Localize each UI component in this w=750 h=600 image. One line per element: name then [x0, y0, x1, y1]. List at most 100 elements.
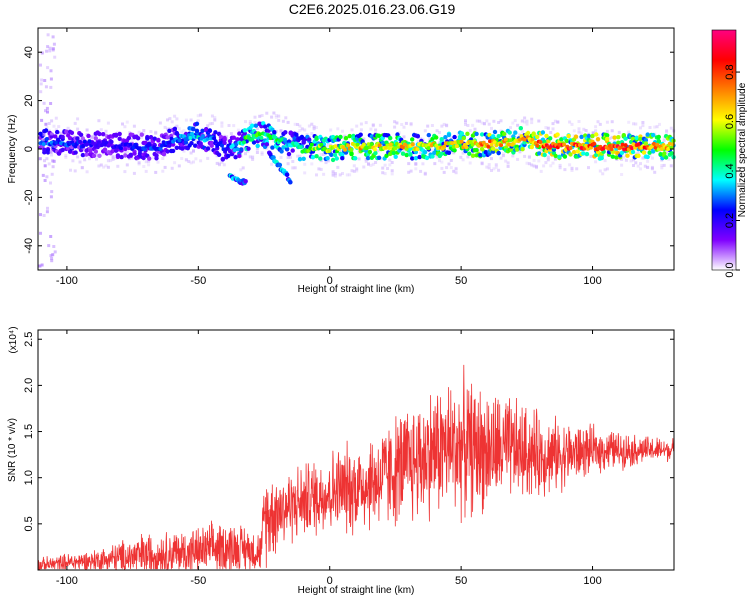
- spectrogram-cell: [206, 156, 210, 160]
- spectrogram-cell: [41, 138, 45, 142]
- snr-x-axis-label: Height of straight line (km): [298, 585, 415, 596]
- spectrogram-cell: [338, 173, 342, 177]
- spectrogram-cell: [184, 158, 188, 162]
- spectrogram-cell: [53, 134, 58, 139]
- spectrogram-cell: [496, 134, 501, 139]
- spectrogram-cell: [312, 145, 316, 149]
- spectrogram-ridge-cell: [499, 143, 504, 148]
- spectrogram-cell: [624, 158, 628, 162]
- spectrogram-ridge-cell: [346, 143, 351, 148]
- spectrogram-cell: [496, 150, 501, 156]
- spectrogram-cell: [443, 135, 448, 140]
- spectrogram-ridge-cell: [213, 139, 218, 144]
- spectrogram-ridge-cell: [507, 142, 511, 147]
- spectrogram-cell: [388, 158, 392, 162]
- spectrogram-cell: [390, 172, 394, 176]
- spectrogram-cell: [509, 141, 512, 145]
- spectrogram-cell: [173, 114, 177, 118]
- spectrogram-ridge-cell: [327, 149, 332, 153]
- spectrogram-cell: [244, 152, 247, 156]
- spectrogram-cell: [277, 114, 281, 118]
- spectrogram-cell: [653, 170, 657, 174]
- spectrogram-cell: [507, 130, 512, 135]
- spectrogram-cell: [629, 159, 633, 163]
- spectrogram-cell: [402, 135, 406, 139]
- spectrogram-cell: [180, 146, 185, 151]
- spectrogram-cell: [142, 165, 146, 168]
- spectrogram-cell: [445, 123, 449, 127]
- spectrogram-cell: [374, 128, 378, 132]
- spectrogram-cell: [650, 167, 654, 171]
- spectrogram-cell: [419, 137, 423, 141]
- spectrogram-cell: [281, 119, 285, 123]
- spectrogram-cell: [442, 170, 446, 174]
- spectrogram-cell: [571, 149, 577, 155]
- spectrogram-ridge-cell: [349, 147, 354, 152]
- spectrogram-cell: [374, 161, 378, 164]
- spectrogram-ridge-cell: [652, 141, 656, 146]
- spectrogram-cell: [542, 164, 546, 168]
- spectrogram-cell: [564, 138, 569, 144]
- spectrogram-cell: [222, 140, 227, 146]
- spectrogram-ridge-cell: [369, 142, 374, 147]
- spectrogram-cell: [322, 153, 326, 156]
- spectrogram-cell: [558, 166, 562, 170]
- spectrogram-cell: [251, 157, 255, 161]
- spectrogram-cell: [267, 144, 271, 148]
- spectrogram-cell: [69, 130, 75, 135]
- spectrogram-cell: [298, 129, 302, 132]
- spectrogram-ridge-cell: [459, 139, 464, 144]
- spectrogram-ridge-cell: [231, 143, 235, 148]
- spectrogram-cell: [161, 157, 165, 160]
- spectrogram-ridge-cell: [41, 142, 46, 147]
- spectrogram-cell: [279, 149, 284, 154]
- colorbar-tick-label: 0.0: [724, 262, 736, 277]
- spectrogram-cell: [71, 134, 75, 138]
- spectrogram-cell: [433, 162, 437, 166]
- spectrogram-cell: [49, 69, 53, 73]
- spectrogram-cell: [559, 137, 564, 142]
- spectrogram-cell: [454, 166, 458, 170]
- spectrogram-cell: [353, 156, 358, 161]
- spectrogram-cell: [218, 134, 224, 140]
- spectrogram-cell: [270, 115, 274, 119]
- spectrogram-cell: [270, 145, 275, 150]
- spectrogram-cell: [480, 121, 484, 125]
- spectrogram-cell: [582, 135, 586, 139]
- spectrogram-cell: [73, 150, 78, 155]
- spectrogram-cell: [655, 125, 659, 129]
- spectrogram-cell: [474, 148, 479, 153]
- snr-x-ticks: -100 -50 0 50 100: [56, 330, 602, 587]
- spectrogram-cell: [336, 165, 340, 169]
- spectrogram-ridge-cell: [655, 142, 660, 147]
- spectrogram-cell: [132, 124, 136, 128]
- spectrogram-cell: [71, 159, 75, 163]
- spectrogram-cell: [617, 130, 621, 134]
- spectrogram-cell: [51, 47, 55, 51]
- spectrogram-cell: [616, 140, 621, 145]
- spectrogram-cell: [123, 170, 127, 174]
- spectrogram-cell: [255, 147, 259, 151]
- spectrogram-cell: [440, 124, 444, 128]
- spectrogram-ridge-cell: [109, 139, 114, 144]
- spectrogram-cell: [46, 66, 50, 70]
- spectrogram-cell: [539, 147, 543, 151]
- spectrogram-cell: [421, 162, 425, 166]
- spectrogram-cell: [439, 137, 444, 142]
- spectrogram-cell: [248, 155, 252, 159]
- spectrogram-cell: [106, 121, 110, 125]
- snr-plot-area: [38, 330, 674, 570]
- spectrogram-cell: [468, 129, 472, 133]
- snr-x-tick-label: -100: [56, 575, 78, 587]
- spectrogram-cell: [383, 172, 387, 176]
- spectrogram-cell: [106, 165, 110, 169]
- spectrogram-cell: [156, 160, 160, 164]
- spectrogram-cell: [373, 150, 378, 156]
- spectrogram-cell: [116, 164, 120, 168]
- spectrogram-cell: [50, 172, 54, 176]
- spectrogram-cell: [518, 133, 522, 137]
- spectrogram-cell: [53, 250, 57, 254]
- spectrogram-cell: [438, 159, 441, 163]
- spectrogram-cell: [139, 132, 144, 137]
- spectrogram-cell: [265, 111, 269, 115]
